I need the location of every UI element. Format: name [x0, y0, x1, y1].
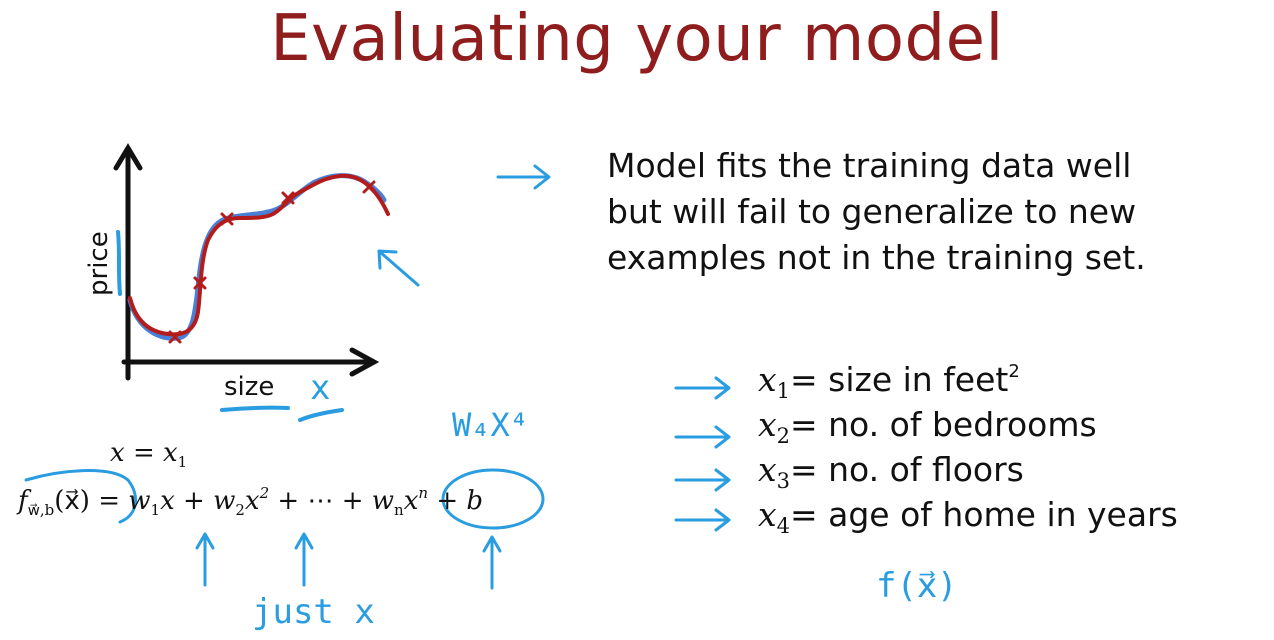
- data-point-marker: [220, 212, 234, 226]
- math-bias-term: + b: [436, 486, 484, 516]
- math-var: x: [403, 486, 419, 516]
- just-x-annotation: just x: [252, 592, 375, 632]
- math-argument: (x⃗): [54, 486, 90, 516]
- arrow-up-left-icon: [377, 249, 420, 287]
- math-var: x: [163, 438, 178, 468]
- feature-description: = size in feet: [790, 360, 1009, 399]
- blue-fit-curve: [127, 173, 387, 341]
- feature-subscript: 3: [776, 469, 790, 493]
- f-of-x-annotation: f(x⃗): [876, 566, 958, 606]
- price-underline: [116, 230, 122, 296]
- data-point-marker: [168, 330, 182, 344]
- feature-var: x: [758, 360, 777, 399]
- arrow-right-icon: [496, 164, 551, 190]
- arrow-up-icon: [195, 532, 215, 587]
- feature-item: x3= no. of floors: [758, 450, 1178, 495]
- size-underline: [220, 405, 290, 412]
- math-subscript: n: [394, 501, 404, 519]
- description: Model fits the training data well but wi…: [607, 143, 1146, 281]
- slide-title: Evaluating your model: [270, 2, 1004, 76]
- polynomial-model-equation: fw⃗,b(x⃗) = w1x + w2x2 + ⋯ + wnxn + b: [18, 484, 483, 519]
- feature-item: x2= no. of bedrooms: [758, 405, 1178, 450]
- feature-description: = age of home in years: [790, 495, 1178, 534]
- math-superscript: n: [418, 484, 429, 502]
- math-operator: +: [183, 486, 205, 516]
- feature-subscript: 2: [776, 424, 790, 448]
- plot-axes: [113, 143, 380, 381]
- feature-item: x1= size in feet2: [758, 360, 1178, 405]
- x-axis-label: size: [224, 372, 275, 402]
- math-equals: =: [98, 486, 121, 516]
- math-function: f: [18, 486, 28, 516]
- math-subscript: 1: [150, 501, 161, 519]
- y-axis-label: price: [84, 231, 114, 296]
- data-point-marker: [281, 191, 295, 205]
- data-point-marker: [362, 180, 376, 194]
- blue-arrows: [195, 164, 731, 590]
- arrow-right-icon: [674, 376, 731, 400]
- feature-list: x1= size in feet2 x2= no. of bedrooms x3…: [758, 360, 1178, 540]
- feature-superscript: 2: [1008, 361, 1020, 382]
- description-line: examples not in the training set.: [607, 238, 1146, 277]
- math-var: w: [128, 486, 151, 516]
- arrow-right-icon: [674, 508, 731, 532]
- math-var: w: [371, 486, 395, 516]
- feature-item: x4= age of home in years: [758, 495, 1178, 540]
- red-overfit-curve: [128, 173, 390, 337]
- math-var: x: [244, 486, 260, 516]
- feature-description: = no. of floors: [790, 450, 1024, 489]
- substitution-equation: x = x1: [110, 438, 187, 471]
- math-equals: =: [132, 438, 163, 468]
- w4x4-annotation: W₄X⁴: [452, 406, 530, 444]
- feature-var: x: [758, 405, 777, 444]
- feature-var: x: [758, 450, 777, 489]
- feature-subscript: 1: [776, 379, 790, 403]
- description-line: but will fail to generalize to new: [607, 192, 1137, 231]
- data-points: [168, 180, 376, 344]
- x-axis-arrowhead: [349, 347, 380, 377]
- arrow-up-icon: [482, 535, 502, 590]
- math-superscript: 2: [259, 484, 270, 502]
- feature-subscript: 4: [776, 514, 790, 538]
- math-var: x: [110, 438, 125, 468]
- data-point-marker: [193, 276, 207, 290]
- math-subscript: 1: [177, 453, 188, 471]
- math-var: w: [213, 486, 236, 516]
- math-subscript: w⃗,b: [27, 501, 55, 519]
- arrow-right-icon: [674, 425, 731, 449]
- arrow-up-icon: [294, 532, 314, 587]
- feature-description: = no. of bedrooms: [790, 405, 1097, 444]
- x-underline: [298, 408, 344, 422]
- wn-xn-circle: [441, 468, 545, 530]
- x-variable-note: x: [310, 368, 331, 408]
- y-axis-arrowhead: [113, 143, 143, 171]
- math-subscript: 2: [235, 501, 245, 519]
- arrow-right-icon: [674, 468, 731, 492]
- math-operator: + ⋯ +: [277, 486, 364, 516]
- description-line: Model fits the training data well: [607, 146, 1132, 185]
- math-var: x: [160, 486, 175, 516]
- feature-var: x: [758, 495, 777, 534]
- f-circle: [24, 469, 137, 524]
